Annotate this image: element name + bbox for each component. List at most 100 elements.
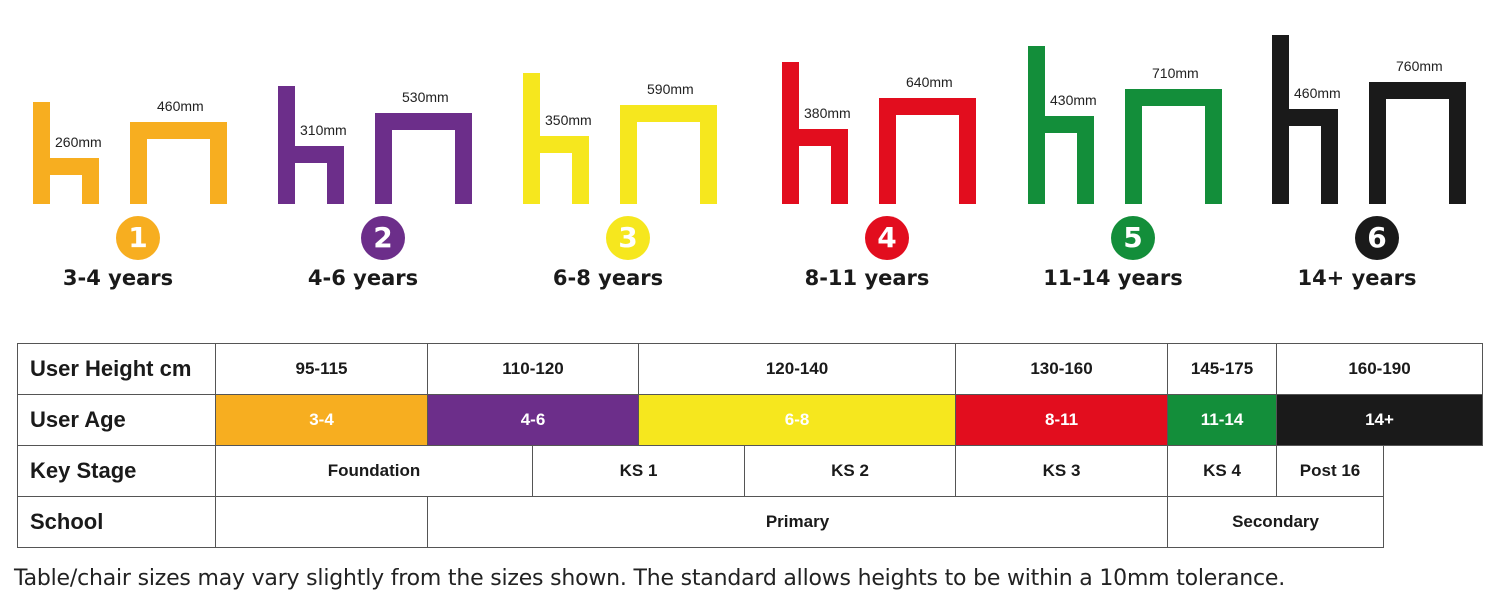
table-leg: [210, 122, 227, 204]
chair-back: [278, 86, 295, 204]
table-top: [1369, 81, 1466, 99]
chair-back: [33, 101, 50, 204]
size-number-badge: 1: [116, 216, 160, 260]
key-stage-label: Key Stage: [17, 445, 216, 497]
key-stage-cell: KS 1: [531, 445, 746, 497]
table-shape: [375, 112, 472, 204]
table-top: [1125, 88, 1222, 106]
key-stage-cell: KS 3: [955, 445, 1169, 497]
chair-height-label: 380mm: [804, 104, 851, 121]
table-leg: [879, 98, 896, 204]
table-leg: [700, 104, 717, 204]
table-shape: [879, 98, 976, 204]
size-age-caption: 11-14 years: [1043, 266, 1183, 290]
table-top: [375, 112, 472, 130]
user-age-cell: 3-4: [215, 394, 428, 446]
size-1-group: 260mm 460mm 1 3-4 years: [33, 0, 233, 310]
table-shape: [130, 122, 227, 204]
table-shape: [1369, 81, 1466, 204]
size-3-group: 350mm 590mm 3 6-8 years: [523, 0, 723, 310]
user-age-row: User Age 3-4 4-6 6-8 8-11 11-14 14+: [17, 394, 1483, 446]
key-stage-row: Key Stage Foundation KS 1 KS 2 KS 3 KS 4…: [17, 445, 1483, 497]
user-height-cell: 110-120: [426, 343, 640, 395]
user-age-cell: 14+: [1276, 394, 1483, 446]
size-number-badge: 6: [1355, 216, 1399, 260]
school-cell: Secondary: [1167, 496, 1385, 548]
school-cell: Primary: [426, 496, 1169, 548]
chair-shape: [33, 101, 99, 204]
chair-height-label: 310mm: [300, 121, 347, 138]
chair-height-label: 430mm: [1050, 92, 1097, 109]
table-leg: [1205, 88, 1222, 204]
table-leg: [620, 104, 637, 204]
tolerance-note: Table/chair sizes may vary slightly from…: [14, 566, 1286, 591]
table-leg: [1369, 81, 1386, 204]
user-height-label: User Height cm: [17, 343, 216, 395]
chair-leg: [1321, 109, 1338, 204]
user-height-cell: 145-175: [1167, 343, 1278, 395]
table-leg: [455, 112, 472, 204]
table-leg: [1449, 81, 1466, 204]
table-leg: [1125, 88, 1142, 204]
size-number-badge: 5: [1111, 216, 1155, 260]
user-height-cell: 120-140: [638, 343, 957, 395]
table-height-label: 590mm: [647, 80, 694, 97]
table-leg: [375, 112, 392, 204]
chair-shape: [1272, 35, 1338, 204]
school-label: School: [17, 496, 216, 548]
user-height-cell: 130-160: [955, 343, 1169, 395]
chair-shape: [782, 61, 848, 204]
size-4-group: 380mm 640mm 4 8-11 years: [782, 0, 982, 310]
size-diagram: 260mm 460mm 1 3-4 years 310mm 530mm 2 4-6 years…: [33, 0, 1472, 310]
key-stage-cell: KS 4: [1167, 445, 1278, 497]
chair-leg: [831, 128, 848, 204]
table-leg: [959, 98, 976, 204]
chair-height-label: 350mm: [545, 112, 592, 129]
key-stage-cell: KS 2: [744, 445, 957, 497]
chair-leg: [82, 158, 99, 204]
size-2-group: 310mm 530mm 2 4-6 years: [278, 0, 478, 310]
chair-shape: [1028, 46, 1094, 204]
user-age-cell: 4-6: [426, 394, 640, 446]
chair-height-label: 260mm: [55, 134, 102, 151]
size-age-caption: 14+ years: [1297, 266, 1417, 290]
table-shape: [620, 104, 717, 204]
user-height-cell: 160-190: [1276, 343, 1483, 395]
size-number-badge: 3: [606, 216, 650, 260]
size-age-caption: 4-6 years: [307, 266, 419, 290]
chair-leg: [572, 136, 589, 204]
size-number-badge: 4: [865, 216, 909, 260]
user-height-cell: 95-115: [215, 343, 428, 395]
table-height-label: 710mm: [1152, 64, 1199, 81]
chair-leg: [1077, 116, 1094, 204]
table-height-label: 640mm: [906, 74, 953, 91]
user-age-label: User Age: [17, 394, 216, 446]
size-age-caption: 6-8 years: [552, 266, 664, 290]
size-5-group: 430mm 710mm 5 11-14 years: [1028, 0, 1228, 310]
size-guide-table: User Height cm 95-115 110-120 120-140 13…: [17, 343, 1483, 548]
chair-shape: [523, 72, 589, 204]
user-height-row: User Height cm 95-115 110-120 120-140 13…: [17, 343, 1483, 395]
chair-shape: [278, 86, 344, 204]
table-top: [879, 98, 976, 116]
user-age-cell: 8-11: [955, 394, 1169, 446]
table-top: [620, 104, 717, 122]
user-age-cell: 6-8: [638, 394, 957, 446]
table-leg: [130, 122, 147, 204]
table-height-label: 530mm: [402, 88, 449, 105]
size-age-caption: 3-4 years: [62, 266, 174, 290]
chair-leg: [327, 145, 344, 204]
school-row: School Primary Secondary: [17, 496, 1483, 548]
key-stage-cell: Foundation: [215, 445, 533, 497]
table-top: [130, 122, 227, 140]
size-age-caption: 8-11 years: [804, 266, 930, 290]
size-number-badge: 2: [361, 216, 405, 260]
chair-height-label: 460mm: [1294, 85, 1341, 102]
table-shape: [1125, 88, 1222, 204]
table-height-label: 460mm: [157, 98, 204, 115]
size-6-group: 460mm 760mm 6 14+ years: [1272, 0, 1472, 310]
school-cell: [215, 496, 428, 548]
user-age-cell: 11-14: [1167, 394, 1278, 446]
table-height-label: 760mm: [1396, 57, 1443, 74]
key-stage-cell: Post 16: [1276, 445, 1385, 497]
